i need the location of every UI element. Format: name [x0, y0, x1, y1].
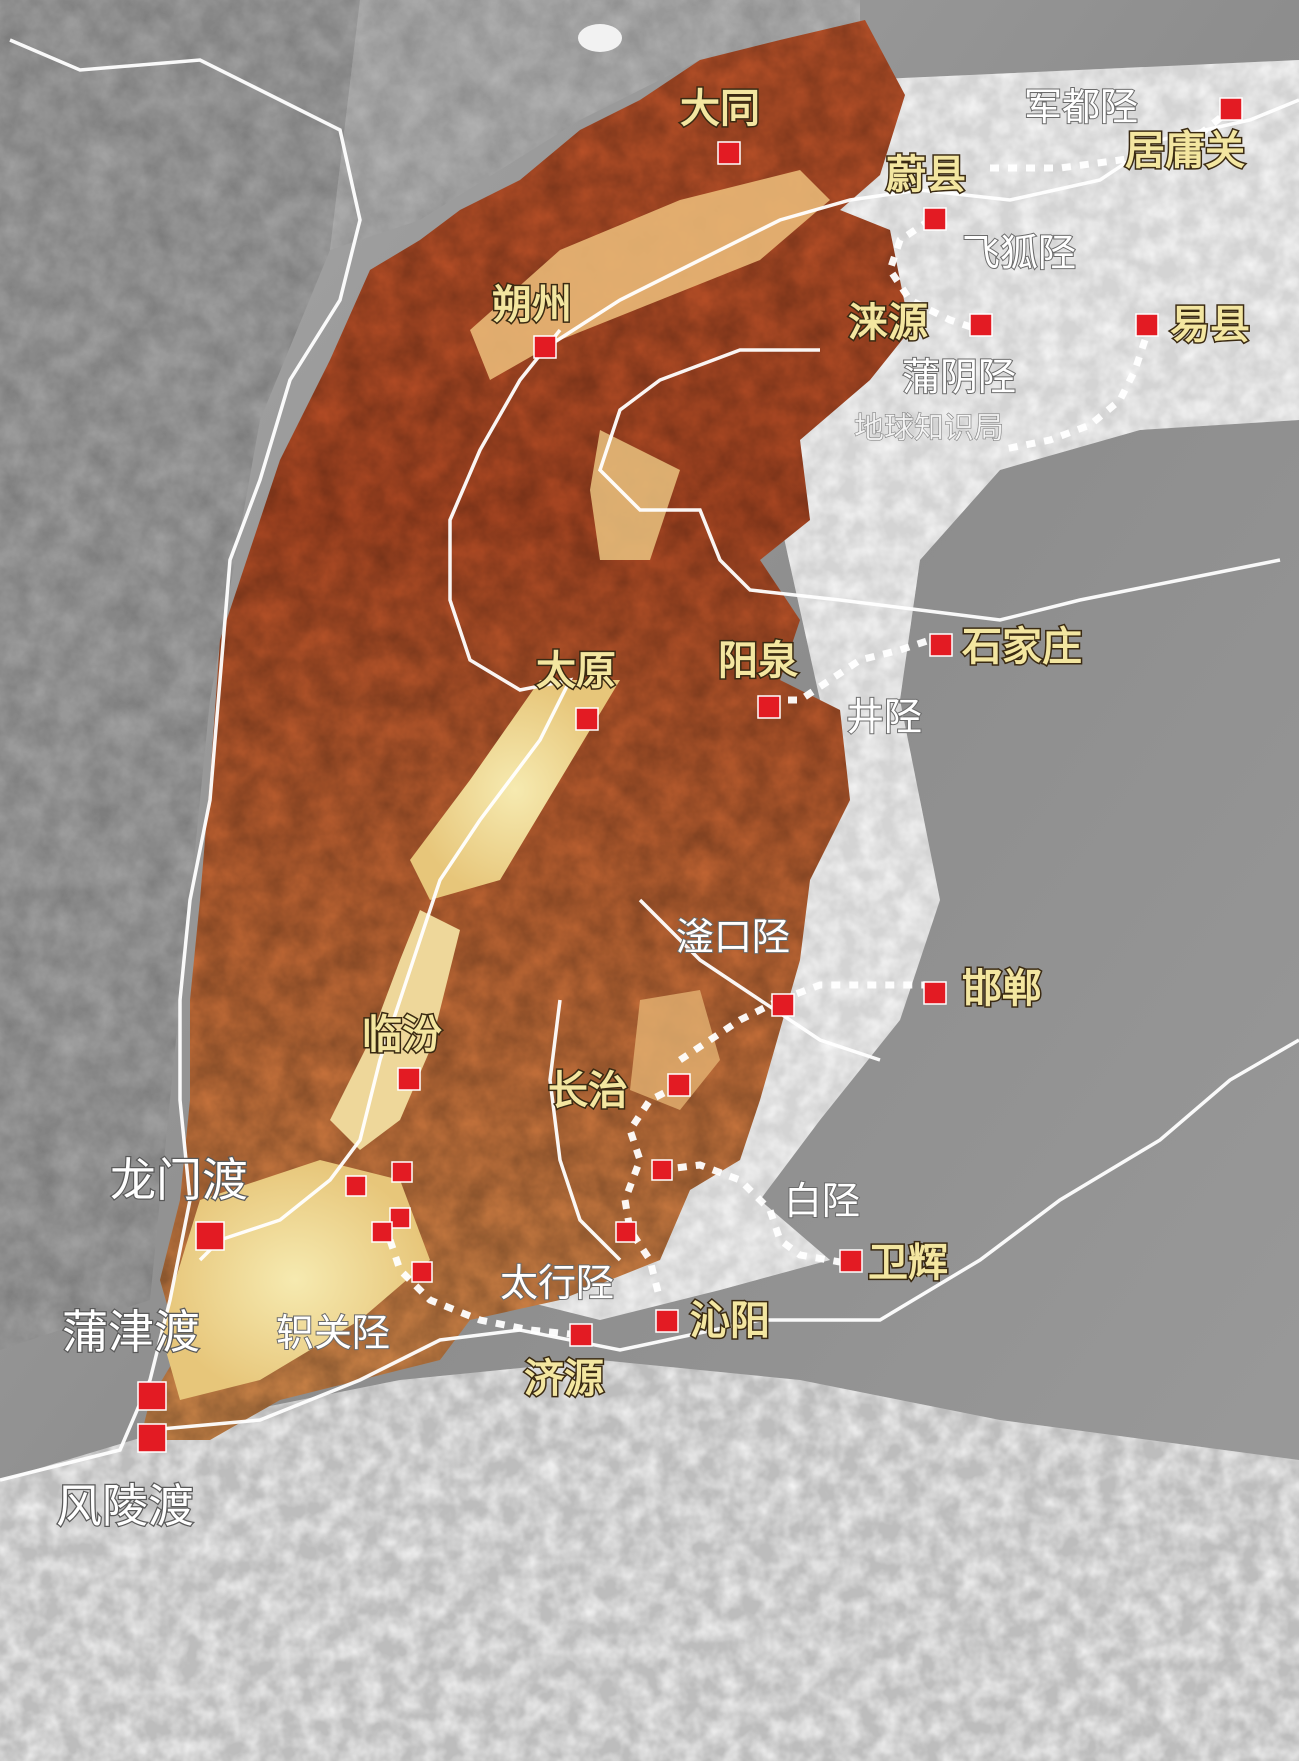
marker-longmen-c — [389, 1207, 411, 1229]
qin-river — [548, 999, 622, 1262]
marker-changzhi — [667, 1073, 691, 1097]
label-weihui: 卫辉 — [868, 1240, 948, 1286]
marker-fengling — [137, 1423, 167, 1453]
label-zhiguan-xing: 轵关陉 — [276, 1311, 390, 1355]
taihang-route — [621, 1081, 682, 1301]
jing-route — [770, 636, 932, 704]
label-changzhi: 长治 — [548, 1068, 628, 1114]
label-qinyang: 沁阳 — [690, 1298, 770, 1344]
label-longmen-du: 龙门渡 — [110, 1153, 248, 1207]
west-loess-texture — [0, 0, 360, 1350]
marker-handan — [923, 981, 947, 1005]
label-pujin-du: 蒲津渡 — [62, 1305, 200, 1359]
label-taiyuan: 太原 — [536, 648, 616, 694]
label-yixian: 易县 — [1170, 302, 1250, 348]
label-shijiazhuang: 石家庄 — [962, 624, 1082, 670]
marker-laiyuan — [969, 313, 993, 337]
marker-bai-b — [615, 1221, 637, 1243]
label-jing-xing: 井陉 — [846, 695, 922, 739]
yuncheng-basin — [160, 1160, 430, 1400]
marker-pujin — [137, 1381, 167, 1411]
marker-longmen-e — [411, 1261, 433, 1283]
marker-bai-a — [651, 1159, 673, 1181]
marker-yangquan — [757, 695, 781, 719]
marker-shuozhou — [533, 335, 557, 359]
fukou-changzhi-route — [678, 996, 782, 1063]
qinling-snow-relief — [0, 1360, 1299, 1761]
sanggan-river — [549, 98, 1299, 347]
fen-river — [198, 328, 574, 1262]
changzhi-basin — [630, 990, 720, 1110]
label-shuozhou: 朔州 — [492, 282, 572, 328]
marker-shijiazhuang — [929, 633, 953, 657]
label-laiyuan: 涞源 — [848, 300, 928, 346]
zhang-river — [638, 898, 881, 1062]
hutuo-river — [597, 348, 1281, 622]
marker-taiyuan — [575, 707, 599, 731]
bai-route — [659, 1161, 841, 1266]
puyin-route — [999, 338, 1149, 454]
label-datong: 大同 — [680, 86, 760, 132]
marker-longmen — [195, 1221, 225, 1251]
label-linfen: 临汾 — [362, 1012, 442, 1058]
marker-yixian — [1135, 313, 1159, 337]
marker-longmen-b — [391, 1161, 413, 1183]
yellow-river — [0, 38, 362, 1482]
marker-weihui — [839, 1249, 863, 1273]
jundu-route — [990, 107, 1233, 172]
label-taihang-xing: 太行陉 — [500, 1261, 614, 1305]
marker-jiyuan — [569, 1323, 593, 1347]
label-watermark: 地球知识局 — [854, 411, 1004, 446]
marker-linfen — [397, 1067, 421, 1091]
label-fukou-xing: 滏口陉 — [676, 915, 790, 959]
north-lake — [578, 24, 622, 52]
marker-fukou — [771, 993, 795, 1017]
linfen-basin — [330, 910, 460, 1150]
label-jundu-xing: 军都陉 — [1024, 85, 1138, 129]
datong-basin — [470, 170, 830, 380]
marker-longmen-a — [345, 1175, 367, 1197]
zhiguan-route — [386, 1238, 581, 1339]
marker-longmen-d — [371, 1221, 393, 1243]
label-puyin-xing: 蒲阴陉 — [902, 355, 1016, 399]
yellow-river-lower — [149, 1038, 1299, 1432]
label-yangquan: 阳泉 — [718, 638, 798, 684]
label-weixian: 蔚县 — [886, 152, 966, 198]
label-feihu-xing: 飞狐陉 — [962, 231, 1076, 275]
label-jiyuan: 济源 — [524, 1356, 604, 1402]
marker-qinyang — [655, 1309, 679, 1333]
label-handan: 邯郸 — [962, 966, 1042, 1012]
marker-layer — [137, 97, 1243, 1453]
marker-weixian — [923, 207, 947, 231]
taihang-snow-relief — [520, 60, 1299, 1320]
marker-juyongguan — [1219, 97, 1243, 121]
marker-datong — [717, 141, 741, 165]
label-bai-xing: 白陉 — [784, 1179, 860, 1223]
label-fengling-du: 风陵渡 — [56, 1479, 194, 1533]
label-juyongguan: 居庸关 — [1125, 128, 1245, 174]
fukou-route — [778, 981, 930, 1004]
xinzhou-basin — [590, 430, 680, 560]
